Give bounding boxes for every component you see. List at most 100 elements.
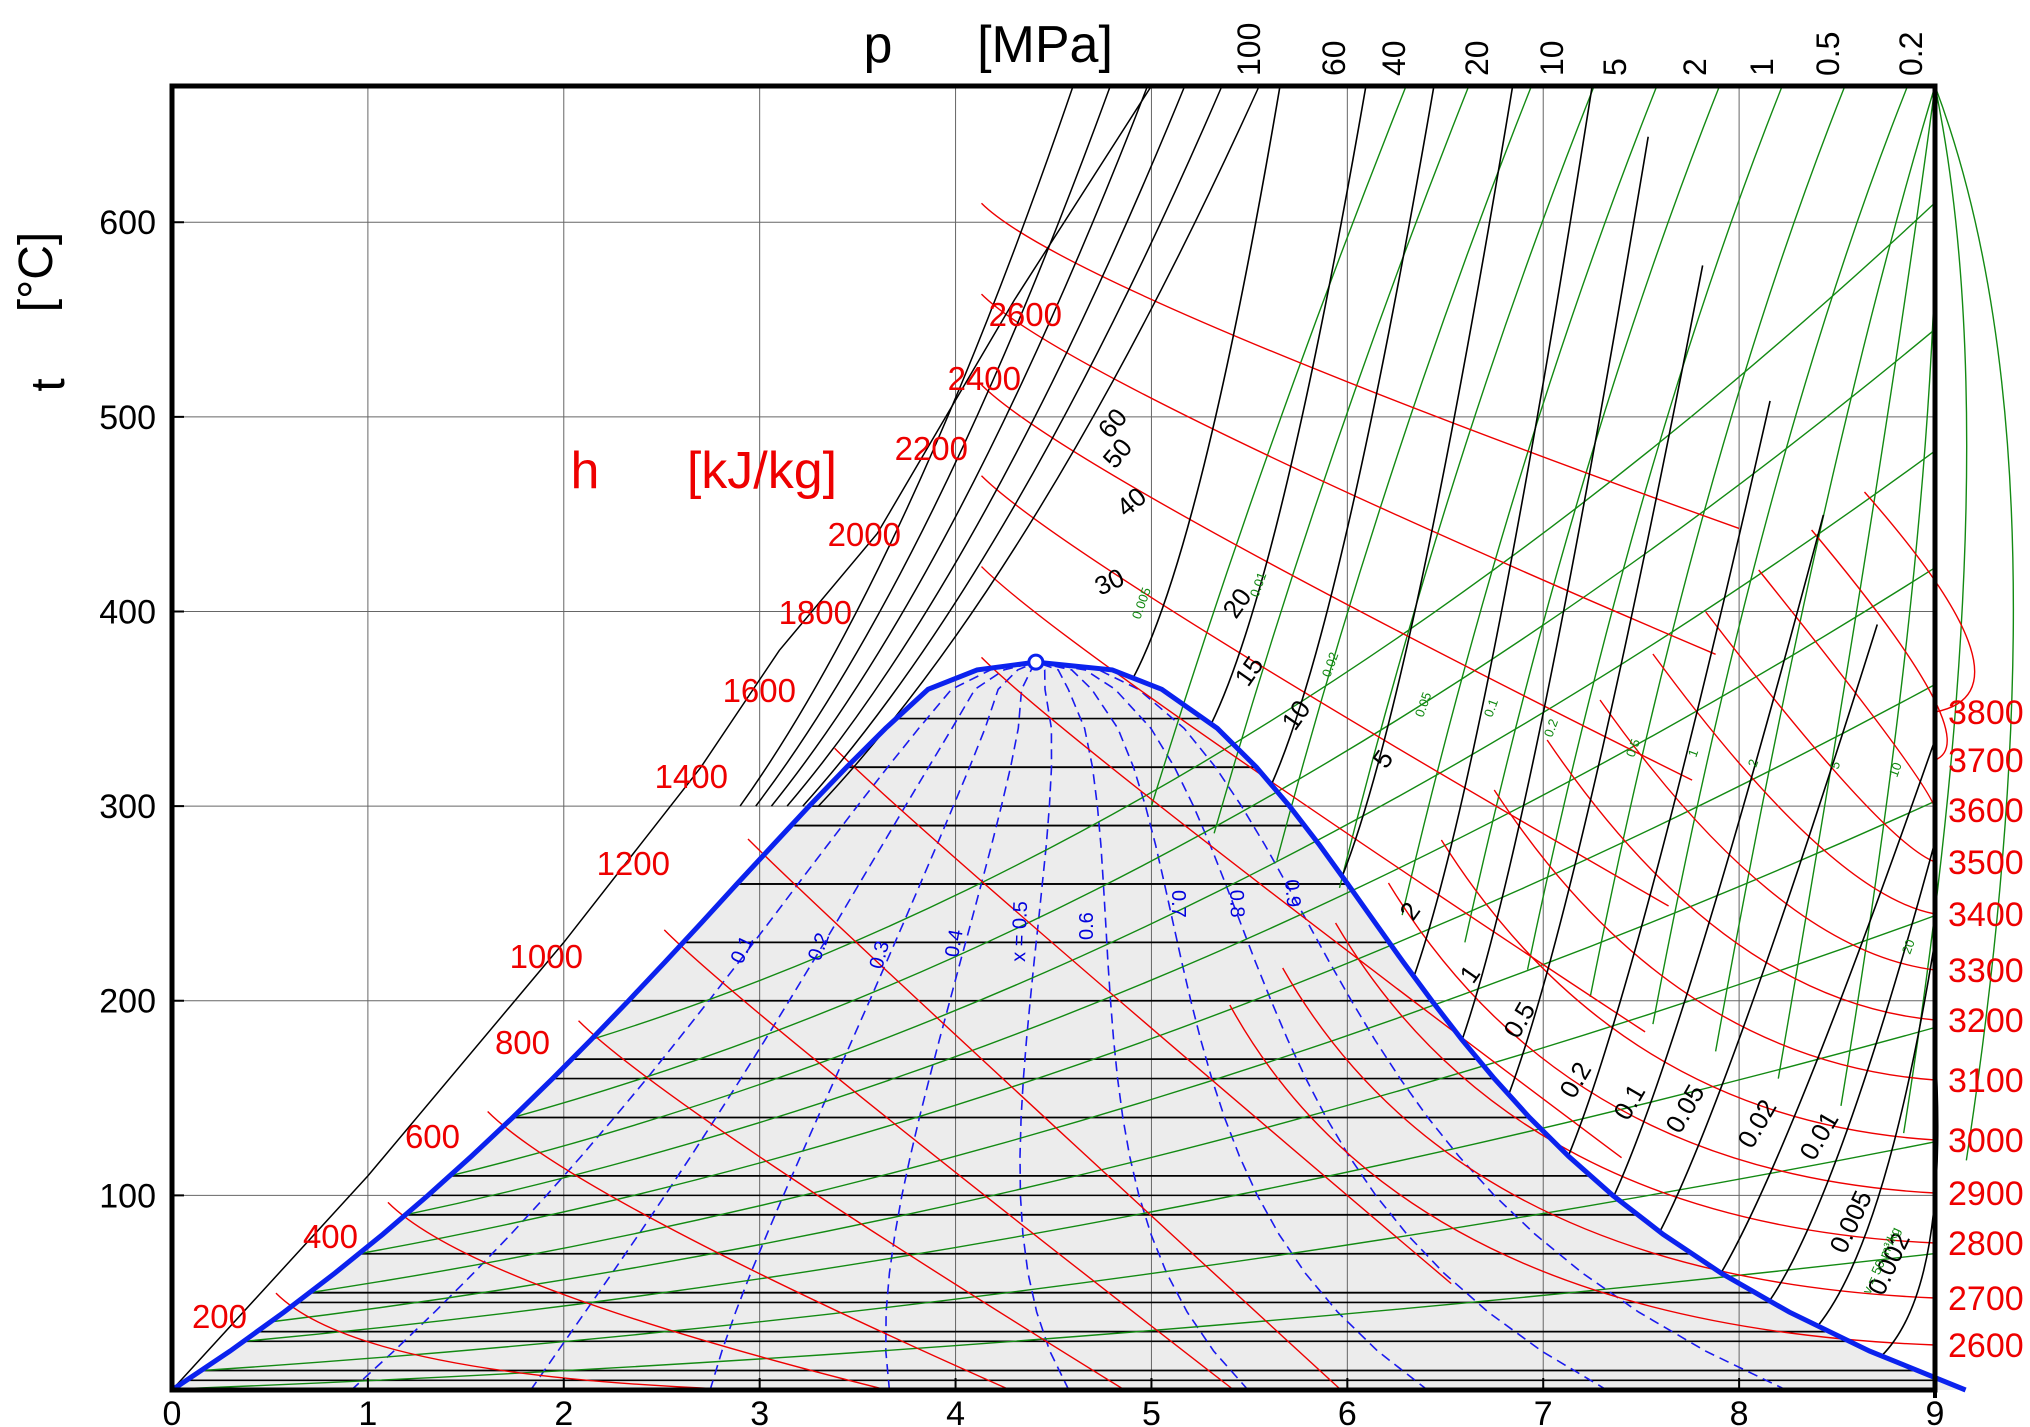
volume-label: 0.02	[1319, 650, 1342, 679]
x-tick-label: 8	[1730, 1395, 1749, 1427]
isobar	[1210, 85, 1367, 725]
enthalpy-left-label: 400	[303, 1218, 358, 1255]
isobar-label: 15	[1228, 651, 1269, 692]
isobar-label: 50	[1097, 432, 1139, 473]
isobar	[1270, 85, 1435, 786]
enthalpy-line	[980, 475, 1669, 907]
volume-line	[1840, 85, 1938, 1106]
quality-line	[709, 661, 1037, 1391]
isobar	[1341, 85, 1514, 877]
enthalpy-line	[1811, 529, 1948, 761]
x-tick-label: 9	[1926, 1395, 1945, 1427]
enthalpy-left-label: 2600	[989, 296, 1062, 333]
enthalpy-line	[487, 1111, 1011, 1391]
enthalpy-line	[980, 384, 1693, 781]
enthalpy-right-label: 3500	[1948, 844, 2024, 882]
volume-label: 1	[1685, 747, 1702, 759]
isobar	[1413, 85, 1593, 977]
enthalpy-line	[1282, 967, 1936, 1299]
volume-line	[1902, 85, 1968, 1134]
wet-region-layer	[172, 662, 1966, 1390]
pressure-top-label: 0.2	[1893, 32, 1929, 76]
enthalpy-left-label: 1600	[723, 672, 796, 709]
enthalpy-line	[980, 566, 1646, 1033]
isobar-label: 1	[1453, 959, 1486, 988]
pressure-top-label: 10	[1534, 40, 1570, 76]
wet-region-fill	[172, 662, 1966, 1390]
y-tick-label: 200	[99, 983, 156, 1021]
volume-label: 0.2	[1541, 717, 1561, 739]
enthalpy-left-label: 1200	[597, 845, 670, 882]
enthalpy-line	[387, 1201, 888, 1391]
enthalpy-right-label: 3100	[1948, 1062, 2024, 1100]
x-tick-label: 2	[554, 1395, 573, 1427]
pressure-top-label: 0.5	[1810, 32, 1846, 76]
x-tick-label: 0	[163, 1395, 182, 1427]
volume-line	[1526, 85, 1783, 970]
isobar	[1507, 265, 1704, 1095]
quality-line	[1035, 661, 1608, 1391]
pressure-top-label: 5	[1597, 58, 1633, 76]
volume-label: 10	[1886, 760, 1905, 779]
isobar	[770, 85, 1149, 807]
enthalpy-line	[1546, 739, 1936, 1021]
isobar	[1461, 136, 1649, 1041]
x-tick-label: 7	[1534, 1395, 1553, 1427]
volume-line	[449, 450, 1936, 1177]
isobar-label: 10	[1275, 695, 1316, 736]
x-tick-label: 4	[946, 1395, 965, 1427]
isobar	[755, 85, 1112, 807]
volume-label: 5	[1827, 759, 1844, 771]
enthalpy-line	[1493, 789, 1936, 1081]
enthalpy-right-label: 3200	[1948, 1002, 2024, 1040]
volume-line	[1401, 85, 1658, 916]
enthalpy-left-label: 1000	[510, 938, 583, 975]
enthalpy-left-label: 2400	[948, 360, 1021, 397]
x-tick-label: 5	[1142, 1395, 1161, 1427]
volume-line	[1276, 85, 1533, 861]
enthalpy-line	[1440, 839, 1936, 1141]
volume-line	[1338, 85, 1595, 889]
y-tick-label: 100	[99, 1177, 156, 1215]
critical-point	[1027, 653, 1045, 671]
x-tick-label: 6	[1338, 1395, 1357, 1427]
volume-line	[1150, 85, 1407, 807]
enthalpy-right-label: 2800	[1948, 1225, 2024, 1263]
enthalpy-line	[663, 929, 1235, 1391]
enthalpy-line	[1863, 491, 1976, 713]
enthalpy-line	[1705, 611, 1936, 863]
enthalpy-line	[1387, 882, 1936, 1194]
enthalpy-line	[1229, 1004, 1936, 1346]
volume-line	[1464, 85, 1721, 943]
x-tick-label: 3	[750, 1395, 769, 1427]
quality-line	[530, 661, 1037, 1391]
isobar	[1817, 940, 1936, 1327]
enthalpy-right-label: 3700	[1948, 742, 2024, 780]
enthalpy-line	[980, 293, 1716, 655]
enthalpy-line	[1758, 569, 1936, 811]
volume-label: 0.005	[1129, 585, 1154, 621]
isobar	[739, 85, 1074, 807]
isobar-label: 0.05	[1659, 1079, 1710, 1138]
volume-label: 0.1	[1481, 697, 1501, 719]
quality-label: 0.6	[1076, 912, 1098, 940]
volume-line	[405, 567, 1936, 1216]
volume-line	[243, 1026, 1936, 1343]
isobar	[171, 85, 1153, 1391]
y-tick-label: 400	[99, 593, 156, 631]
enthalpy-right-label: 3800	[1948, 694, 2024, 732]
enthalpy-left-label: 1400	[655, 758, 728, 795]
quality-line	[1035, 661, 1249, 1391]
quality-line	[1019, 661, 1070, 1391]
quality-label: x = 0.5	[1008, 901, 1032, 962]
enthalpy-line	[980, 656, 1622, 1159]
y-axis-unit: [°C]	[10, 232, 63, 313]
volume-line	[1652, 85, 1909, 1025]
enthalpy-left-label: 1800	[779, 594, 852, 631]
y-tick-label: 600	[99, 204, 156, 242]
isobar	[1567, 400, 1771, 1157]
enthalpy-left-label: 800	[495, 1024, 550, 1061]
quality-line	[1035, 661, 1428, 1391]
volume-line	[1213, 85, 1470, 834]
